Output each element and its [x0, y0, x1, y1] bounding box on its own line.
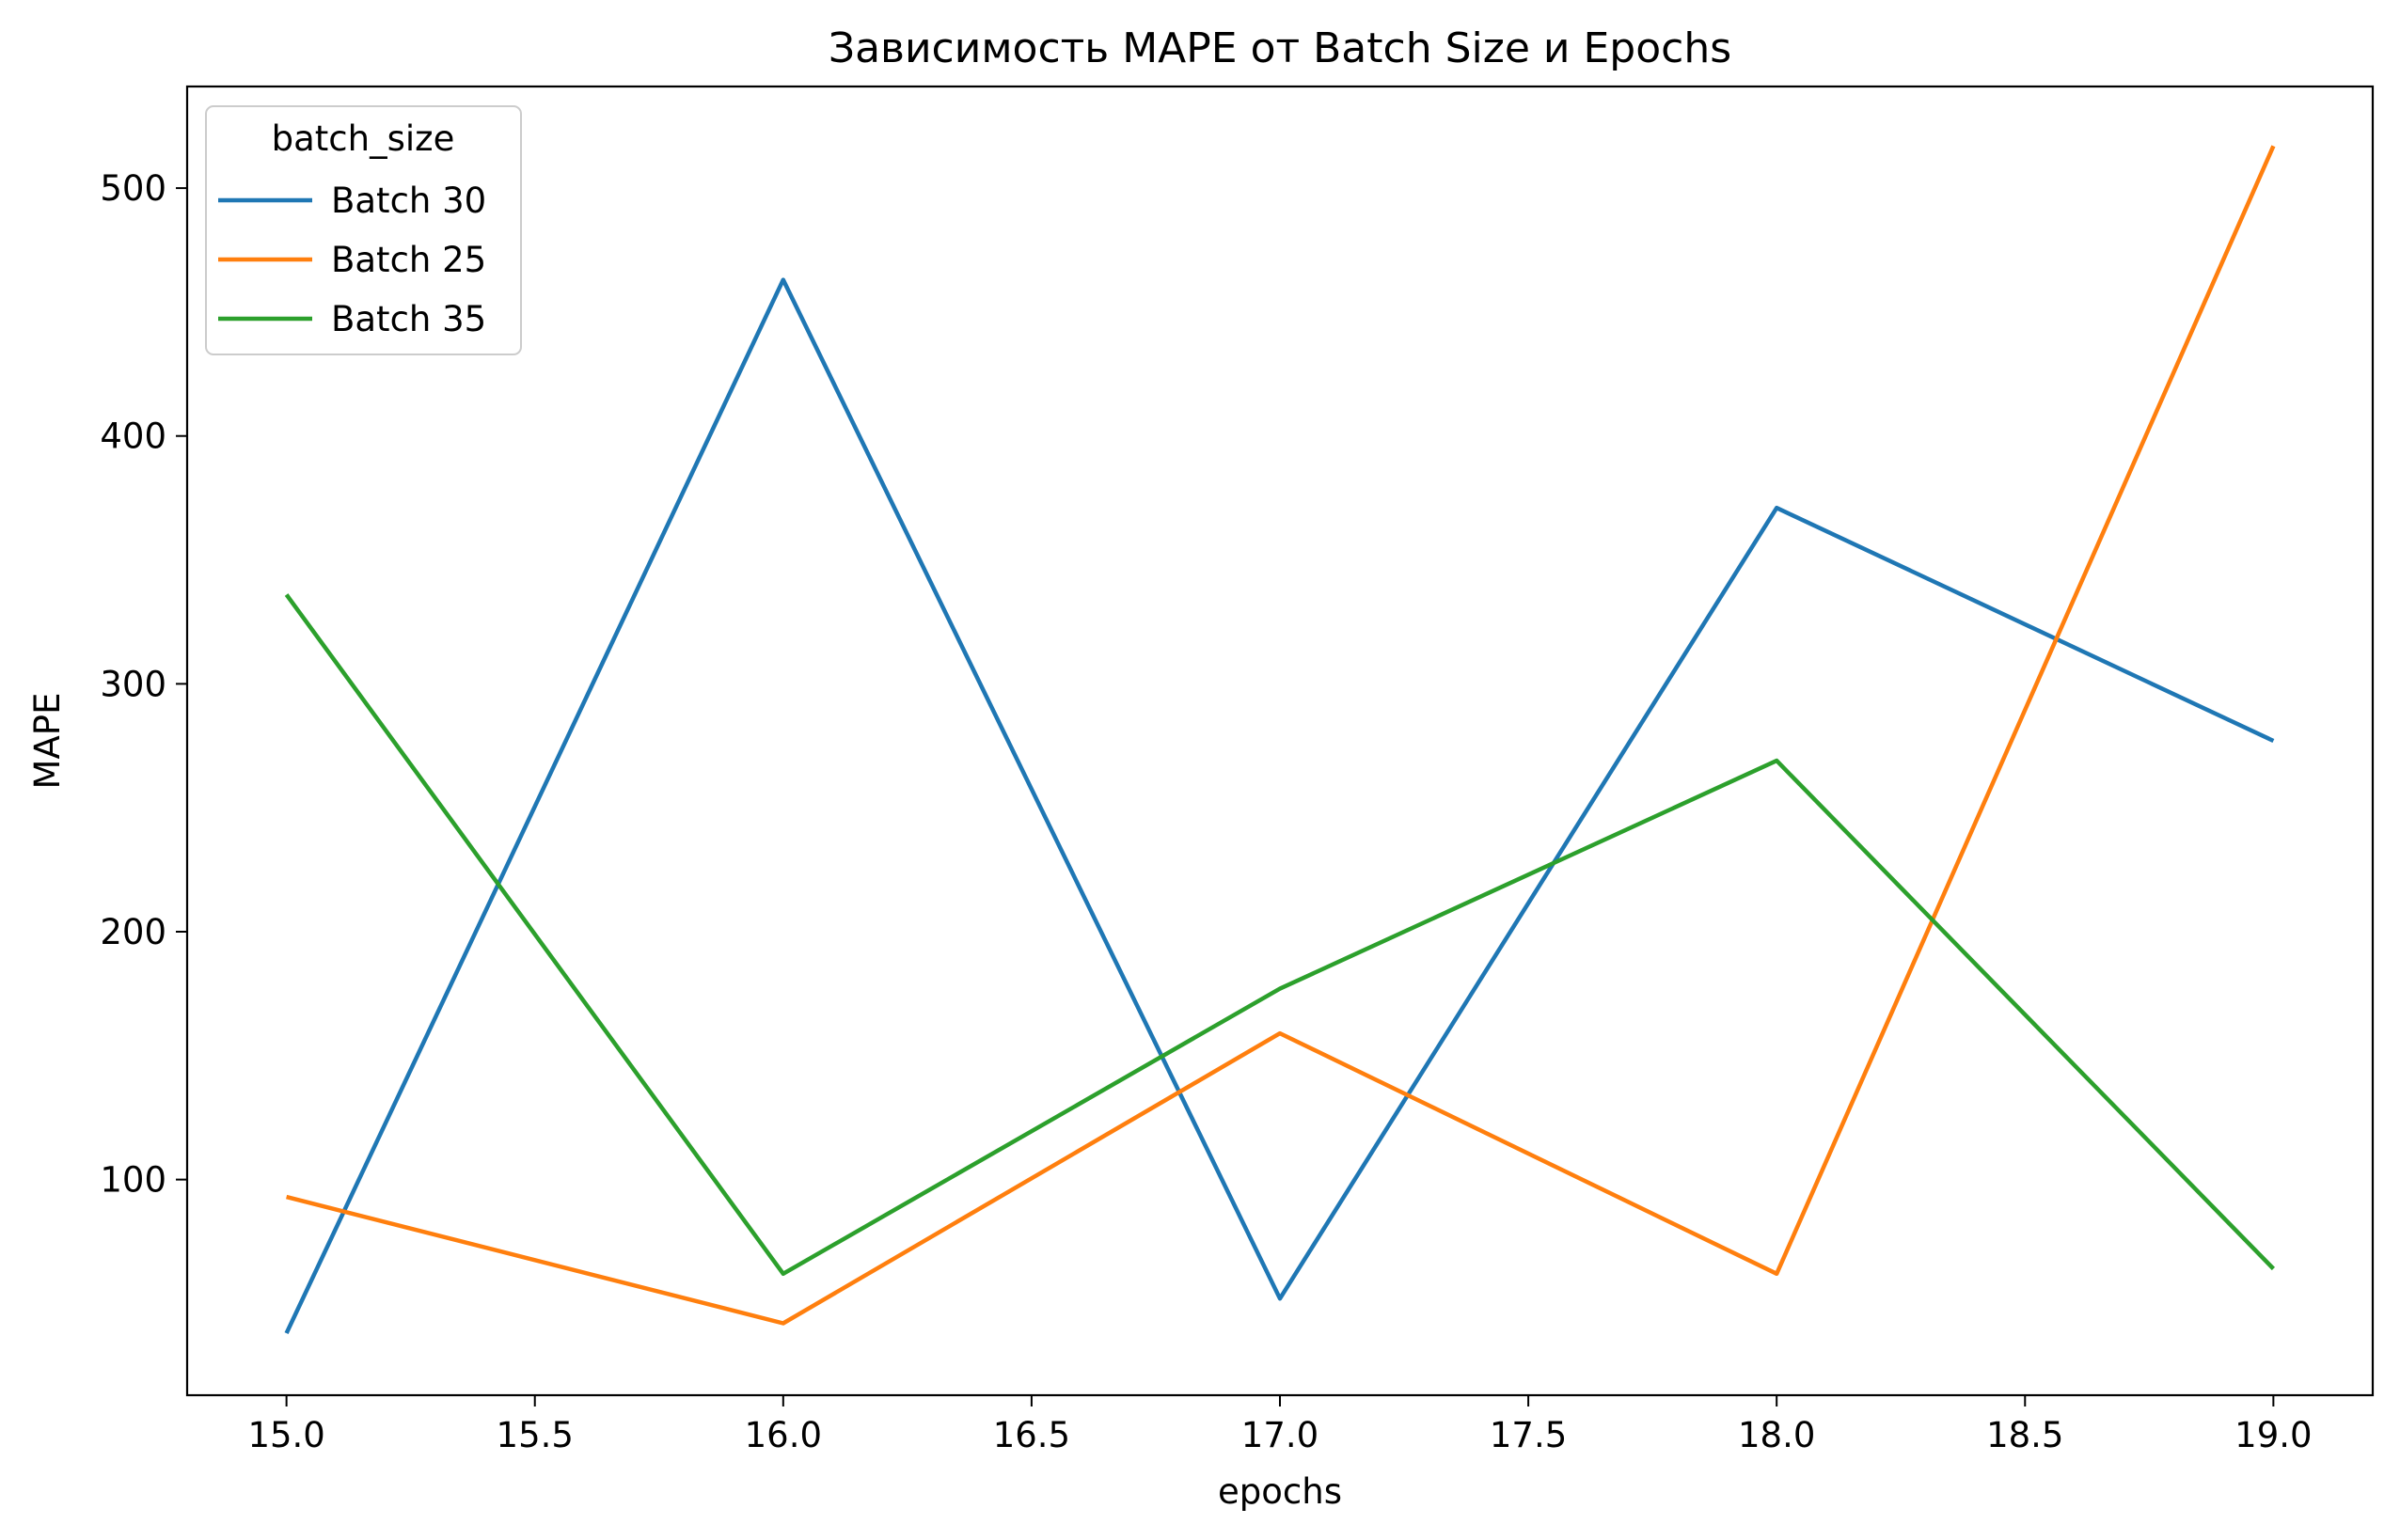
legend-label-1: Batch 30 [331, 181, 486, 221]
x-tick-label: 19.0 [2234, 1415, 2312, 1455]
x-tick-label: 18.0 [1738, 1415, 1815, 1455]
x-tick-label: 15.0 [247, 1415, 324, 1455]
y-tick-label: 300 [100, 664, 166, 704]
legend-label-3: Batch 35 [331, 299, 486, 339]
x-tick-label: 17.5 [1490, 1415, 1567, 1455]
x-tick-label: 16.5 [993, 1415, 1070, 1455]
series-layer [284, 145, 2276, 1335]
y-tick-label: 200 [100, 912, 166, 952]
y-axis: 100 200 300 400 500 [100, 168, 187, 1201]
chart-title: Зависимость MAPE от Batch Size и Epochs [829, 24, 1731, 72]
y-tick-label: 400 [100, 416, 166, 457]
legend-box [205, 105, 522, 355]
x-tick-label: 16.0 [745, 1415, 822, 1455]
series-line-3 [284, 593, 2276, 1277]
series-line-1 [284, 277, 2275, 1335]
x-axis-label: epochs [1218, 1471, 1342, 1512]
x-tick-label: 18.5 [1986, 1415, 2063, 1455]
y-tick-label: 500 [100, 168, 166, 209]
x-tick-label: 15.5 [497, 1415, 574, 1455]
y-tick-label: 100 [100, 1160, 166, 1201]
y-axis-label: MAPE [27, 693, 68, 790]
x-axis: 15.0 15.5 16.0 16.5 17.0 17.5 18.0 18.5 19.0 [247, 1395, 2313, 1455]
legend-title: batch_size [272, 118, 455, 159]
series-line-2 [286, 145, 2276, 1326]
legend-label-2: Batch 25 [331, 240, 486, 280]
x-tick-label: 17.0 [1241, 1415, 1318, 1455]
legend: batch_size Batch 30 Batch 25 Batch 35 [205, 105, 522, 355]
